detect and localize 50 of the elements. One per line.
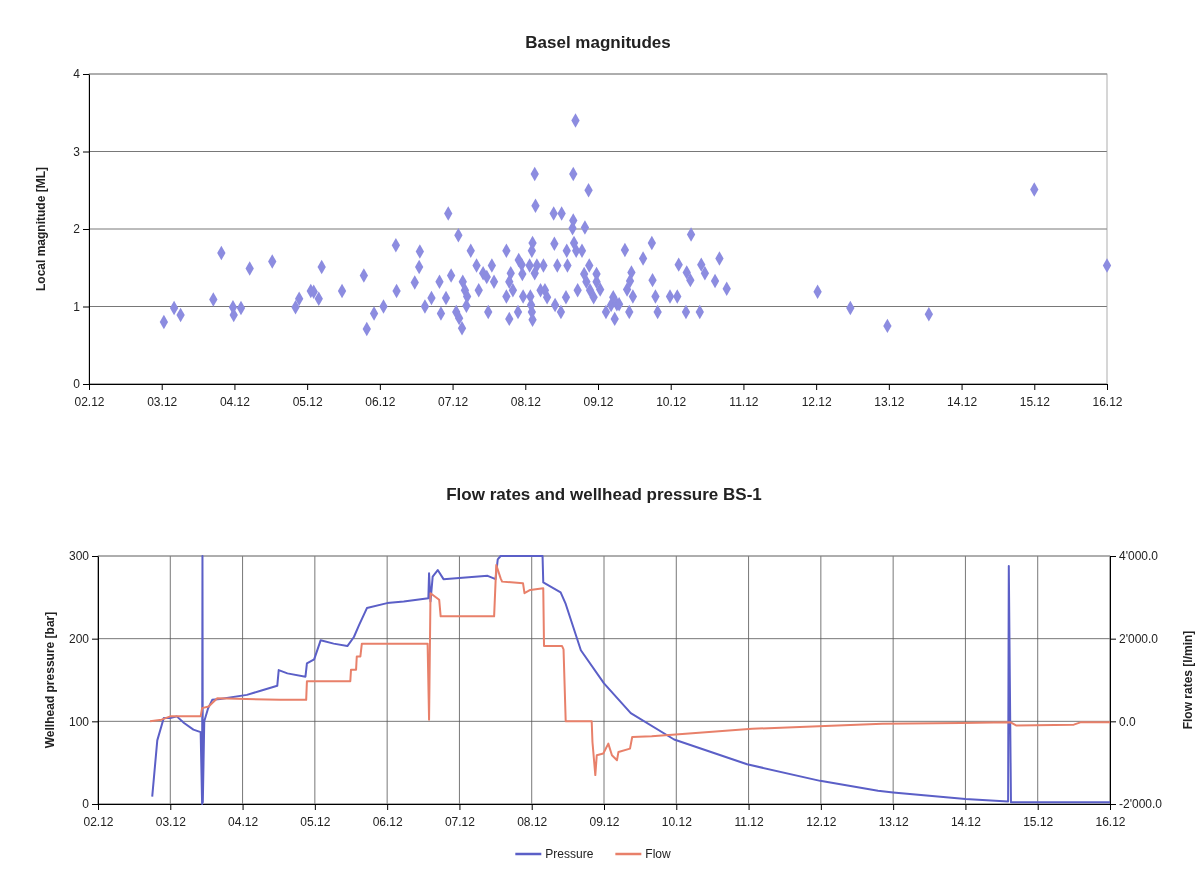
x-tick-label: 08.12	[510, 395, 542, 410]
x-tick-label: 13.12	[878, 815, 909, 830]
chart-title: Basel magnitudes	[525, 33, 671, 52]
x-tick-label: 14.12	[947, 395, 978, 410]
y-tick-label: 0	[82, 797, 90, 812]
x-tick-label: 16.12	[1092, 395, 1123, 410]
x-tick-label: 14.12	[950, 815, 982, 830]
x-tick-label: 06.12	[365, 395, 396, 410]
y2-tick-label: 4'000.0	[1119, 549, 1159, 564]
x-tick-label: 08.12	[517, 815, 548, 830]
y2-axis-title: Flow rates [l/min]	[1181, 630, 1195, 730]
x-tick-label: 13.12	[874, 395, 905, 410]
x-tick-label: 02.12	[74, 395, 105, 410]
y-tick-label: 200	[68, 632, 90, 647]
legend-label: Pressure	[545, 847, 594, 861]
x-tick-label: 11.12	[729, 395, 759, 410]
x-tick-label: 02.12	[83, 815, 114, 830]
x-tick-label: 05.12	[300, 815, 331, 830]
x-tick-label: 16.12	[1095, 815, 1126, 830]
x-tick-label: 04.12	[219, 395, 251, 410]
x-tick-label: 07.12	[438, 395, 469, 410]
y-tick-label: 3	[73, 144, 81, 159]
x-tick-label: 09.12	[583, 395, 614, 410]
x-tick-label: 07.12	[444, 815, 476, 830]
legend-label: Flow	[645, 847, 672, 861]
x-tick-label: 10.12	[656, 395, 687, 410]
x-tick-label: 03.12	[155, 815, 187, 830]
x-tick-label: 09.12	[589, 815, 620, 830]
y-tick-label: 2	[73, 222, 81, 237]
y-axis-title: Wellhead pressure [bar]	[43, 611, 57, 749]
x-tick-label: 12.12	[801, 395, 832, 410]
x-tick-label: 06.12	[372, 815, 403, 830]
y-tick-label: 0	[73, 377, 81, 392]
y-tick-label: 100	[68, 714, 90, 729]
chart-title: Flow rates and wellhead pressure BS-1	[446, 485, 762, 504]
x-tick-label: 05.12	[292, 395, 323, 410]
y2-tick-label: 2'000.0	[1119, 632, 1159, 647]
y2-tick-label: 0.0	[1119, 714, 1137, 729]
y-tick-label: 4	[73, 67, 81, 82]
x-tick-label: 15.12	[1019, 395, 1051, 410]
y2-tick-label: -2'000.0	[1119, 797, 1163, 812]
x-tick-label: 12.12	[806, 815, 837, 830]
x-tick-label: 11.12	[734, 815, 764, 830]
y-tick-label: 1	[73, 299, 81, 314]
y-axis-title: Local magnitude [ML]	[34, 167, 48, 291]
x-tick-label: 04.12	[228, 815, 259, 830]
x-tick-label: 03.12	[147, 395, 178, 410]
x-tick-label: 10.12	[661, 815, 693, 830]
y-tick-label: 300	[68, 549, 90, 564]
x-tick-label: 15.12	[1023, 815, 1054, 830]
